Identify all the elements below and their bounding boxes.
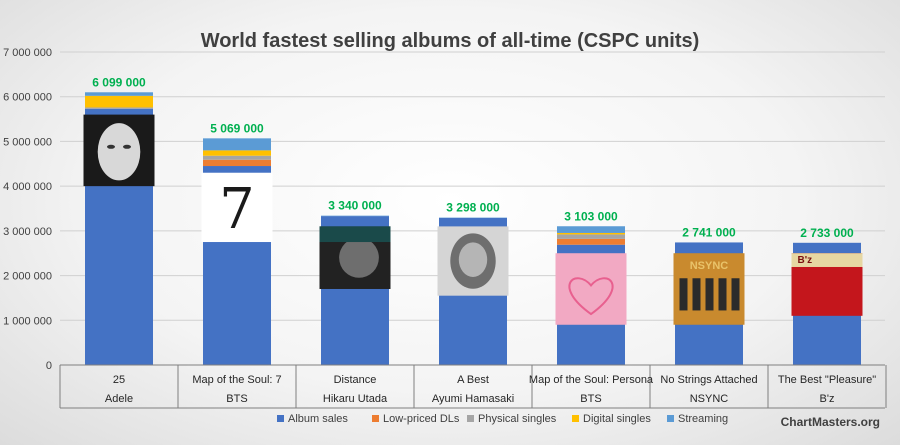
y-tick-label: 1 000 000 bbox=[3, 315, 52, 327]
y-tick-label: 7 000 000 bbox=[3, 47, 52, 59]
total-label: 5 069 000 bbox=[210, 121, 264, 135]
legend-label: Album sales bbox=[288, 413, 348, 425]
total-label: 6 099 000 bbox=[92, 75, 146, 89]
bar-segment bbox=[557, 238, 625, 245]
album-cover bbox=[319, 226, 391, 289]
heart-outline bbox=[568, 277, 614, 316]
band-member-figure bbox=[692, 278, 701, 311]
y-tick-label: 3 000 000 bbox=[3, 226, 52, 238]
artist-label: Adele bbox=[105, 393, 133, 405]
total-label: 2 741 000 bbox=[682, 225, 736, 239]
legend-swatch bbox=[372, 415, 379, 422]
legend-swatch bbox=[277, 415, 284, 422]
band-member-figure bbox=[705, 278, 714, 311]
y-tick-label: 6 000 000 bbox=[3, 92, 52, 104]
album-cover: 7 bbox=[201, 172, 273, 243]
total-label: 2 733 000 bbox=[800, 226, 854, 240]
x-tick-label: Map of the Soul: 7 bbox=[192, 374, 281, 386]
y-tick-label: 0 bbox=[46, 360, 52, 372]
artist-label: B'z bbox=[820, 393, 835, 405]
x-tick-label: The Best "Pleasure" bbox=[778, 374, 876, 386]
y-tick-label: 5 000 000 bbox=[3, 136, 52, 148]
portrait-hair bbox=[319, 226, 391, 243]
legend-label: Streaming bbox=[678, 413, 728, 425]
band-member-figure bbox=[679, 278, 688, 311]
bar-segment bbox=[557, 232, 625, 235]
y-tick-label: 4 000 000 bbox=[3, 181, 52, 193]
album-cover bbox=[83, 114, 155, 187]
album-cover bbox=[555, 253, 627, 325]
x-tick-label: A Best bbox=[457, 374, 489, 386]
album-cover: B'z bbox=[791, 253, 863, 316]
album-cover-logo: B'z bbox=[798, 255, 813, 266]
album-cover-logo: NSYNC bbox=[690, 260, 729, 272]
band-member-figure bbox=[718, 278, 727, 311]
band-member-figure bbox=[731, 278, 740, 311]
album-cover: NSYNC bbox=[673, 253, 745, 325]
y-tick-label: 2 000 000 bbox=[3, 271, 52, 283]
portrait-face bbox=[97, 123, 141, 181]
portrait-eye bbox=[107, 144, 115, 149]
legend-swatch bbox=[467, 415, 474, 422]
artist-label: Hikaru Utada bbox=[323, 393, 388, 405]
legend-swatch bbox=[667, 415, 674, 422]
legend-swatch bbox=[572, 415, 579, 422]
legend-label: Digital singles bbox=[583, 413, 651, 425]
bar-segment bbox=[203, 150, 271, 156]
bar-segment bbox=[85, 92, 153, 96]
portrait-figure bbox=[339, 237, 379, 278]
x-tick-label: Distance bbox=[334, 374, 377, 386]
chart-title: World fastest selling albums of all-time… bbox=[201, 30, 700, 52]
album-cover-bg bbox=[201, 172, 273, 243]
artist-label: BTS bbox=[580, 393, 601, 405]
portrait-eye bbox=[123, 144, 131, 149]
x-tick-label: Map of the Soul: Persona bbox=[529, 374, 654, 386]
bar-segment bbox=[85, 107, 153, 109]
artist-label: Ayumi Hamasaki bbox=[432, 393, 514, 405]
source-credit: ChartMasters.org bbox=[781, 415, 880, 429]
bar-segment bbox=[203, 155, 271, 160]
legend-label: Low-priced DLs bbox=[383, 413, 460, 425]
total-label: 3 298 000 bbox=[446, 201, 500, 215]
x-tick-label: No Strings Attached bbox=[660, 374, 757, 386]
cover-band bbox=[791, 253, 863, 267]
x-tick-label: 25 bbox=[113, 374, 125, 386]
bar-segment bbox=[203, 138, 271, 151]
artist-label: NSYNC bbox=[690, 393, 729, 405]
bar-segment bbox=[557, 234, 625, 239]
portrait-face-inner bbox=[458, 242, 488, 277]
artist-label: BTS bbox=[226, 393, 247, 405]
total-label: 3 340 000 bbox=[328, 199, 382, 213]
album-cover bbox=[437, 226, 509, 296]
bar-segment bbox=[203, 159, 271, 167]
legend-label: Physical singles bbox=[478, 413, 557, 425]
bar-segment bbox=[557, 226, 625, 233]
album-cover-logo: 7 bbox=[219, 177, 255, 242]
total-label: 3 103 000 bbox=[564, 209, 618, 223]
bar-segment bbox=[85, 95, 153, 108]
